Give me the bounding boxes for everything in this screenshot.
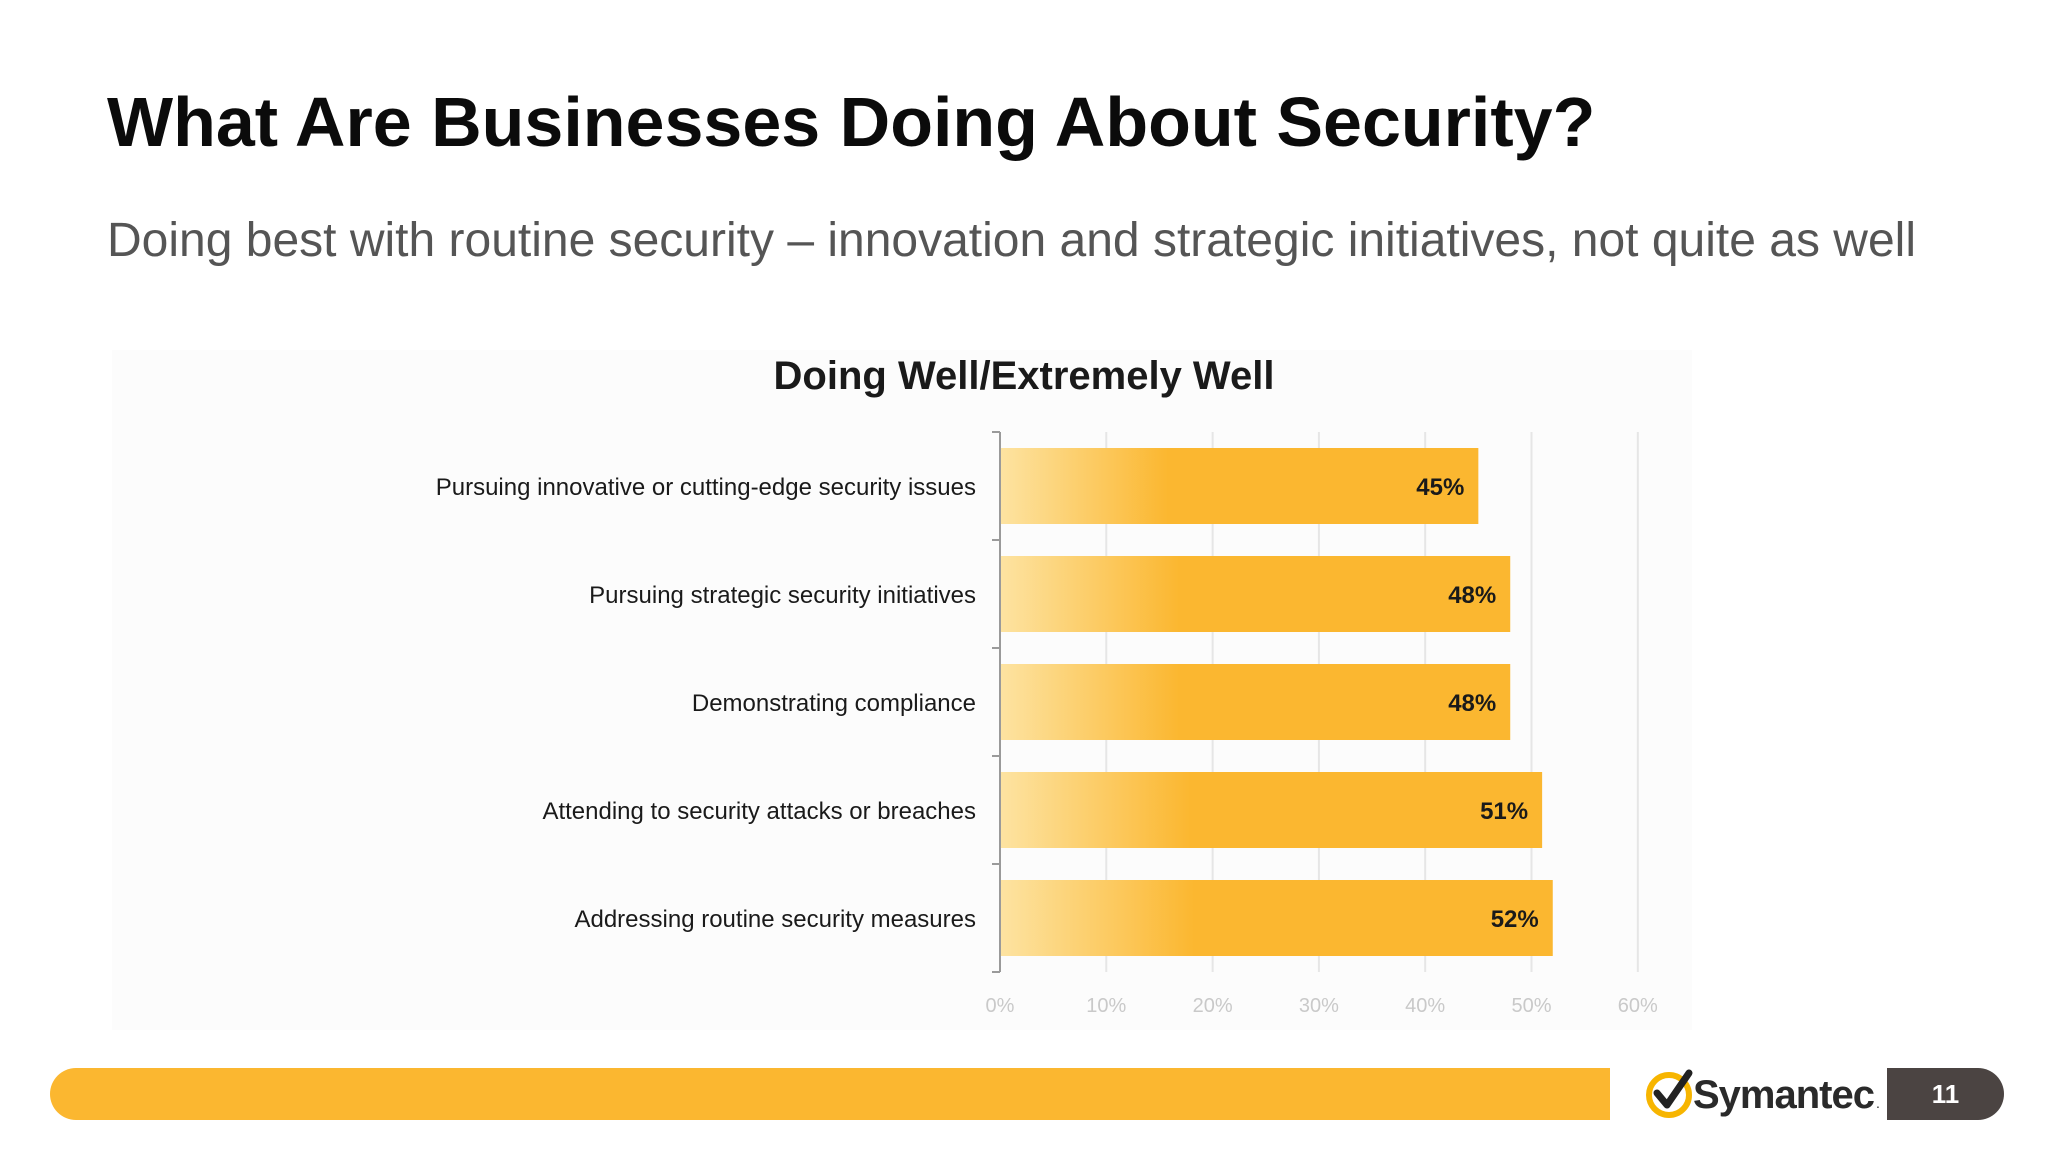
x-tick-label: 10% (1086, 995, 1126, 1017)
category-label: Demonstrating compliance (692, 690, 976, 717)
data-label: 48% (1448, 690, 1496, 717)
bar (1001, 772, 1543, 848)
x-tick-label: 0% (986, 995, 1015, 1017)
brand-name: Symantec (1693, 1072, 1875, 1117)
data-label: 45% (1416, 474, 1464, 501)
category-label: Pursuing strategic security initiatives (589, 582, 976, 609)
bar (1001, 448, 1479, 524)
x-tick-label: 40% (1405, 995, 1445, 1017)
category-label: Pursuing innovative or cutting-edge secu… (436, 474, 976, 501)
category-label: Attending to security attacks or breache… (542, 798, 976, 825)
data-label: 51% (1480, 798, 1528, 825)
slide-subtitle: Doing best with routine security – innov… (107, 214, 1916, 267)
slide-title: What Are Businesses Doing About Security… (107, 83, 1596, 161)
chart-title: Doing Well/Extremely Well (773, 354, 1275, 398)
bar (1001, 664, 1511, 740)
data-label: 48% (1448, 582, 1496, 609)
bar (1001, 556, 1511, 632)
brand-logo: Symantec . (1645, 1062, 1880, 1122)
data-label: 52% (1491, 906, 1539, 933)
x-tick-label: 20% (1193, 995, 1233, 1017)
x-tick-label: 60% (1618, 995, 1658, 1017)
bar (1001, 880, 1553, 956)
brand-dot: . (1875, 1095, 1880, 1111)
footer-accent-bar (50, 1068, 1610, 1120)
x-tick-label: 30% (1299, 995, 1339, 1017)
checkmark-logo-icon (1646, 1069, 1693, 1118)
category-label: Addressing routine security measures (574, 906, 976, 933)
x-tick-label: 50% (1511, 995, 1551, 1017)
page-number: 11 (1887, 1068, 2004, 1120)
